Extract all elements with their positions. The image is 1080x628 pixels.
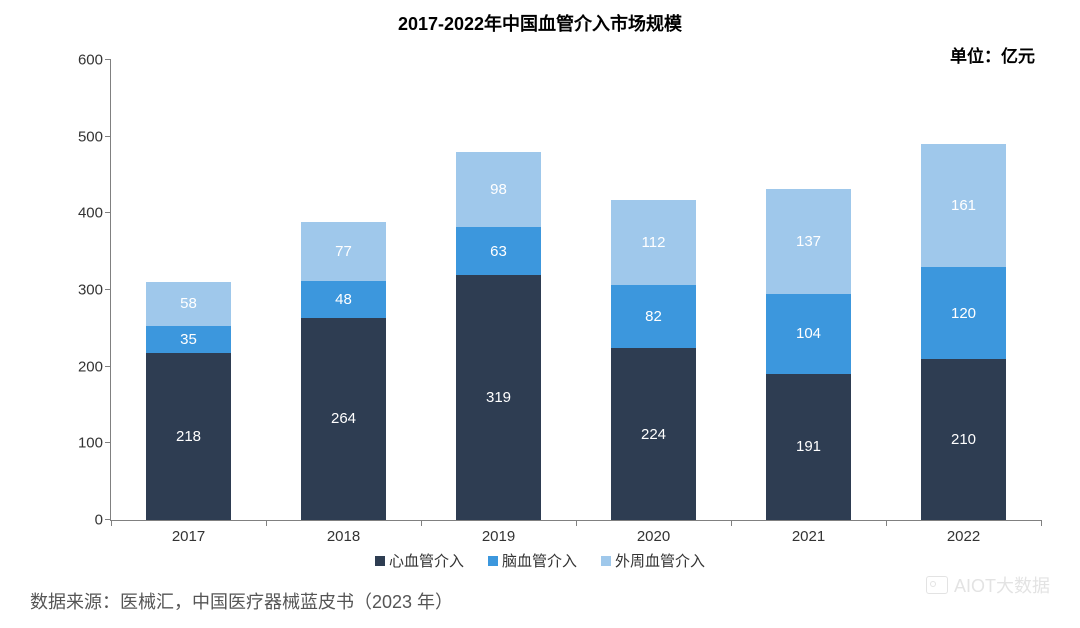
x-tick-mark [421, 520, 422, 526]
bar-segment: 137 [766, 189, 851, 294]
legend: 心血管介入 脑血管介入 外周血管介入 [0, 550, 1080, 571]
y-tick-label: 600 [78, 52, 103, 69]
x-tick-mark [731, 520, 732, 526]
legend-swatch [375, 556, 385, 566]
bar-segment: 161 [921, 144, 1006, 267]
bar-segment: 35 [146, 326, 231, 353]
bar-segment: 120 [921, 267, 1006, 359]
x-tick-label: 2017 [172, 528, 205, 545]
bar-segment: 191 [766, 374, 851, 520]
bar-segment: 319 [456, 275, 541, 520]
legend-item: 外周血管介入 [601, 550, 705, 571]
legend-label: 心血管介入 [389, 550, 464, 571]
y-tick-label: 300 [78, 282, 103, 299]
bar-segment: 210 [921, 359, 1006, 520]
y-tick-label: 100 [78, 435, 103, 452]
y-tick-mark [105, 442, 111, 443]
x-tick-label: 2021 [792, 528, 825, 545]
legend-item: 脑血管介入 [488, 550, 577, 571]
wechat-icon [926, 576, 948, 594]
x-tick-mark [1041, 520, 1042, 526]
x-tick-label: 2020 [637, 528, 670, 545]
x-tick-label: 2022 [947, 528, 980, 545]
plot-area: 0100200300400500600201721835582018264487… [110, 60, 1041, 521]
bar-segment: 58 [146, 282, 231, 326]
x-tick-mark [576, 520, 577, 526]
bar-segment: 48 [301, 281, 386, 318]
y-tick-mark [105, 136, 111, 137]
x-tick-mark [266, 520, 267, 526]
chart-title: 2017-2022年中国血管介入市场规模 [0, 10, 1080, 36]
bar-segment: 104 [766, 294, 851, 374]
y-tick-label: 500 [78, 128, 103, 145]
bar-segment: 224 [611, 348, 696, 520]
bar-segment: 98 [456, 152, 541, 227]
y-tick-mark [105, 59, 111, 60]
watermark: AIOT大数据 [926, 572, 1050, 598]
bar-segment: 112 [611, 200, 696, 286]
y-tick-label: 400 [78, 205, 103, 222]
legend-label: 外周血管介入 [615, 550, 705, 571]
y-tick-label: 0 [95, 512, 103, 529]
bar-segment: 63 [456, 227, 541, 275]
y-tick-mark [105, 366, 111, 367]
legend-label: 脑血管介入 [502, 550, 577, 571]
x-tick-mark [886, 520, 887, 526]
legend-swatch [488, 556, 498, 566]
x-tick-mark [111, 520, 112, 526]
x-tick-label: 2019 [482, 528, 515, 545]
legend-item: 心血管介入 [375, 550, 464, 571]
y-tick-mark [105, 289, 111, 290]
bar-segment: 82 [611, 285, 696, 348]
source-text: 数据来源：医械汇，中国医疗器械蓝皮书（2023 年） [30, 588, 453, 614]
y-tick-label: 200 [78, 358, 103, 375]
bar-segment: 77 [301, 222, 386, 281]
x-tick-label: 2018 [327, 528, 360, 545]
watermark-text: AIOT大数据 [954, 572, 1050, 598]
y-tick-mark [105, 212, 111, 213]
bar-segment: 218 [146, 353, 231, 520]
legend-swatch [601, 556, 611, 566]
bar-segment: 264 [301, 318, 386, 520]
